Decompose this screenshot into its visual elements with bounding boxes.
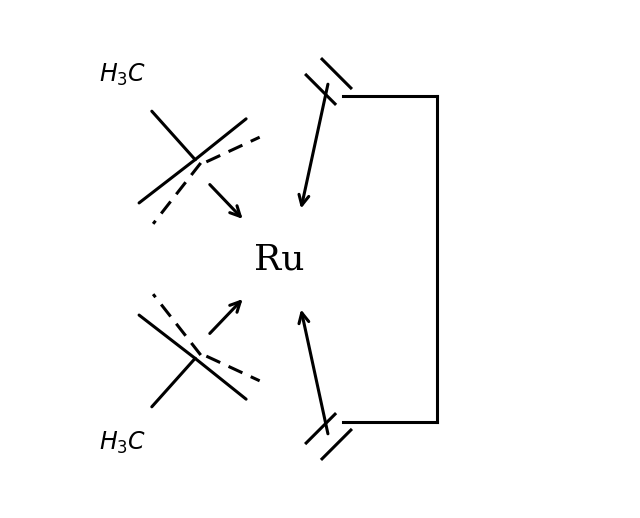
Text: $H_3C$: $H_3C$ — [99, 62, 147, 88]
Text: Ru: Ru — [254, 242, 305, 276]
Text: $H_3C$: $H_3C$ — [99, 430, 147, 456]
